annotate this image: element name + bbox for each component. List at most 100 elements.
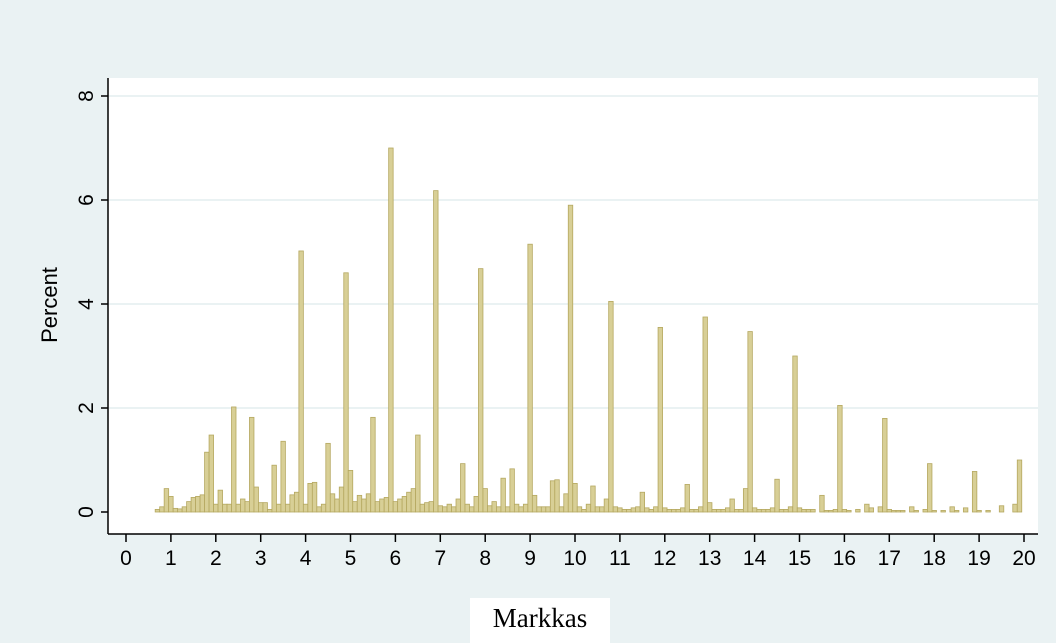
bar [419,503,425,513]
bar [410,488,417,513]
bar [365,493,372,513]
bar [581,508,587,513]
bar [284,503,291,513]
bar [868,507,874,513]
bar [698,506,704,513]
y-tick-label: 4 [75,298,98,310]
bar [397,498,403,513]
bar [837,404,843,513]
bar [725,507,731,513]
bar [765,508,771,513]
bar [621,508,628,513]
bar [792,355,798,513]
bar [689,508,695,513]
bar [711,508,717,513]
bar [522,503,529,513]
bar [231,406,237,513]
bar [563,493,569,513]
bar [774,478,780,513]
bar [491,501,497,513]
bar [877,506,883,513]
bar [334,498,340,513]
bar [971,471,978,513]
bar [267,508,273,513]
x-tick-label: 14 [743,547,767,570]
bar [374,501,381,513]
y-tick-label: 8 [75,90,98,102]
x-tick-label: 0 [120,547,132,570]
bar [998,505,1005,513]
bar [742,488,749,513]
bar [513,503,520,513]
bar [383,497,390,513]
bar [401,495,408,513]
bar [747,331,753,513]
bar [707,502,713,513]
bar [379,498,385,513]
bar [451,506,457,513]
bar [527,243,533,513]
bar [217,489,223,513]
x-tick-label: 1 [165,547,177,570]
bar [603,498,610,513]
bar [307,482,313,513]
bar [545,506,551,513]
bar [675,508,681,513]
bar [635,506,641,513]
bar [388,147,394,513]
bar [478,268,484,513]
y-tick-label: 6 [75,194,98,206]
bar [558,506,565,513]
bar [437,505,443,513]
bar [392,501,399,513]
bar [204,451,210,513]
bar [846,510,852,513]
bar [487,505,493,513]
bar [671,508,677,513]
x-tick-label: 6 [390,547,402,570]
bar [433,190,439,513]
bar [864,503,870,513]
bar [855,508,861,513]
x-tick-label: 16 [833,547,856,570]
bar [302,503,309,513]
bar [832,508,839,513]
bar [536,506,542,513]
bar [895,510,901,513]
bar [1012,503,1018,513]
x-tick-label: 5 [345,547,357,570]
bar [756,508,762,513]
bar [172,507,179,513]
bar [585,503,592,513]
bar [540,506,547,513]
bar [235,503,241,513]
bar [240,498,246,513]
bar [976,510,982,513]
bar [482,488,488,513]
bar [684,484,690,513]
bar [630,507,637,513]
bar [599,506,605,513]
bar [680,507,686,513]
bar [841,508,848,513]
bar [311,481,318,513]
bar [702,316,708,513]
bar [496,506,502,513]
bar [271,464,277,513]
bar [177,508,183,513]
x-tick-label: 19 [967,547,990,570]
bar [406,491,412,513]
bar [720,508,726,513]
bar [455,498,461,513]
bar [208,434,214,513]
bar [154,508,161,513]
bar [644,507,650,513]
bar [716,508,722,513]
bar [244,501,250,513]
bar [940,510,946,513]
bar [195,495,201,513]
bar [590,485,596,513]
bar [617,507,623,513]
bar [163,488,170,513]
bar [985,510,991,513]
